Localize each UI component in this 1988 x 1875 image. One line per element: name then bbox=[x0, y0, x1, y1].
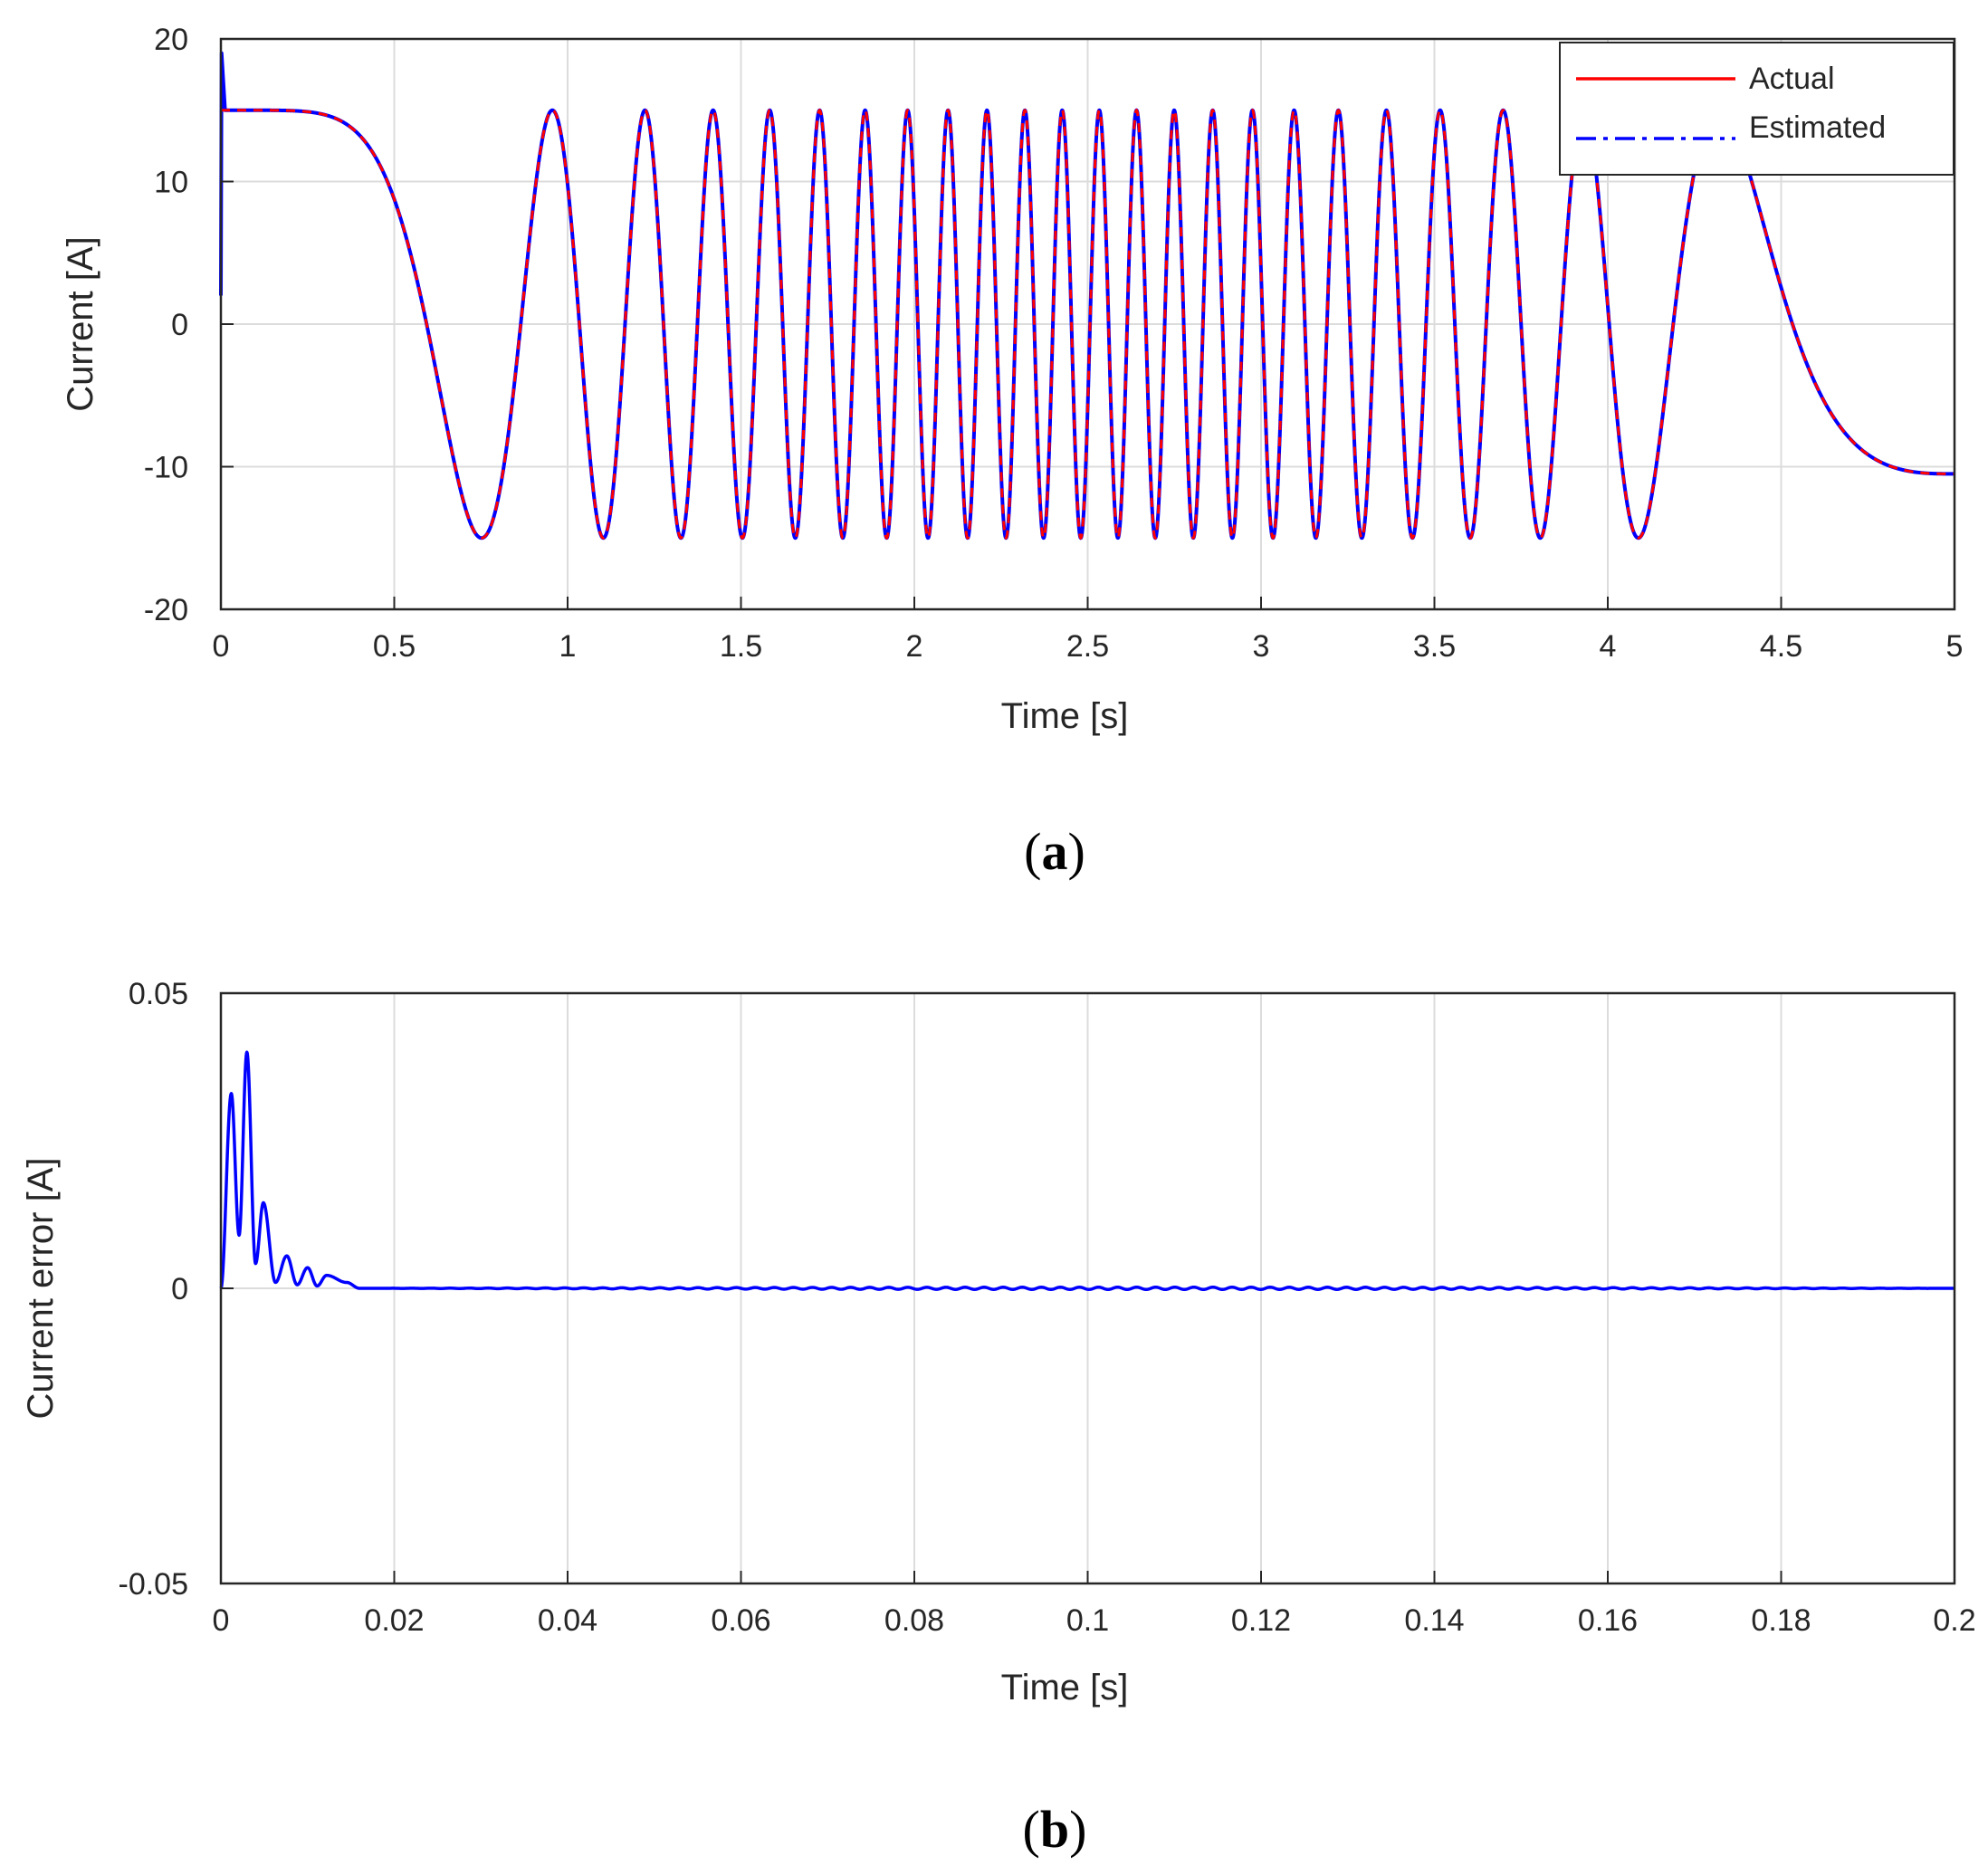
chart-a-xtick-label: 1.5 bbox=[720, 629, 762, 664]
chart-b-xtick-label: 0.02 bbox=[364, 1603, 424, 1638]
chart-a-xtick-label: 3.5 bbox=[1413, 629, 1456, 664]
chart-a-xtick-label: 2.5 bbox=[1066, 629, 1109, 664]
series-line-actual bbox=[221, 108, 1955, 540]
chart-b-ylabel: Current error [A] bbox=[21, 1158, 61, 1420]
chart-a-xtick-label: 2 bbox=[906, 629, 923, 664]
chart-b-xtick-label: 0.04 bbox=[538, 1603, 597, 1638]
chart-b-xtick-label: 0 bbox=[213, 1603, 230, 1638]
panel-a-caption: (a) bbox=[1024, 822, 1085, 881]
chart-a-xtick-label: 5 bbox=[1946, 629, 1964, 664]
chart-b-xtick-label: 0.1 bbox=[1066, 1603, 1109, 1638]
chart-b-xtick-label: 0.12 bbox=[1231, 1603, 1291, 1638]
chart-a-xtick-label: 0.5 bbox=[373, 629, 416, 664]
chart-b-ytick-label: -0.05 bbox=[119, 1567, 189, 1602]
chart-b-xtick-label: 0.14 bbox=[1404, 1603, 1464, 1638]
chart-a-xtick-label: 4.5 bbox=[1760, 629, 1802, 664]
series-line-current-error bbox=[219, 1050, 1955, 1292]
chart-b-xtick-label: 0.16 bbox=[1578, 1603, 1638, 1638]
chart-a-ylabel: Current [A] bbox=[61, 236, 100, 411]
chart-b-xtick-label: 0.06 bbox=[711, 1603, 770, 1638]
chart-b-ticks: 0 0.02 0.04 0.06 0.08 0.1 0.12 0.14 0.16 0.18 0.2 -… bbox=[119, 977, 1976, 1638]
chart-a-ytick-label: 0 bbox=[171, 308, 188, 342]
chart-b-xlabel: Time [s] bbox=[1001, 1668, 1129, 1708]
panel-a-letter: a bbox=[1042, 822, 1068, 881]
chart-a: 0 0.5 1 1.5 2 2.5 3 3.5 4 4.5 5 -20 -10 0 10 20 Time [s… bbox=[61, 23, 1963, 881]
chart-b-xtick-label: 0.08 bbox=[884, 1603, 944, 1638]
chart-b-xtick-label: 0.18 bbox=[1751, 1603, 1811, 1638]
chart-b-ytick-label: 0.05 bbox=[129, 977, 188, 1011]
chart-a-xtick-label: 0 bbox=[213, 629, 230, 664]
panel-b-caption: (b) bbox=[1023, 1800, 1087, 1859]
chart-b: 0 0.02 0.04 0.06 0.08 0.1 0.12 0.14 0.16 0.18 0.2 -… bbox=[21, 977, 1976, 1859]
chart-b-series bbox=[219, 1050, 1955, 1292]
chart-a-xtick-label: 1 bbox=[559, 629, 577, 664]
chart-a-ytick-label: -10 bbox=[144, 451, 188, 485]
chart-a-xtick-label: 3 bbox=[1253, 629, 1270, 664]
legend-label-actual: Actual bbox=[1749, 62, 1835, 96]
chart-a-xtick-label: 4 bbox=[1600, 629, 1617, 664]
legend-label-estimated: Estimated bbox=[1749, 110, 1886, 145]
chart-a-ticks: 0 0.5 1 1.5 2 2.5 3 3.5 4 4.5 5 -20 -10 0 10 20 bbox=[144, 23, 1964, 664]
legend-box bbox=[1559, 42, 1955, 176]
chart-a-series bbox=[219, 51, 1956, 540]
panel-b-letter: b bbox=[1040, 1800, 1069, 1859]
chart-a-ytick-label: 20 bbox=[154, 23, 188, 57]
chart-a-xlabel: Time [s] bbox=[1001, 696, 1129, 736]
chart-b-ytick-label: 0 bbox=[171, 1272, 188, 1306]
chart-b-xtick-label: 0.2 bbox=[1933, 1603, 1975, 1638]
chart-a-ytick-label: 10 bbox=[154, 166, 188, 200]
chart-a-legend: Actual Estimated bbox=[1559, 42, 1955, 176]
chart-a-ytick-label: -20 bbox=[144, 593, 188, 627]
